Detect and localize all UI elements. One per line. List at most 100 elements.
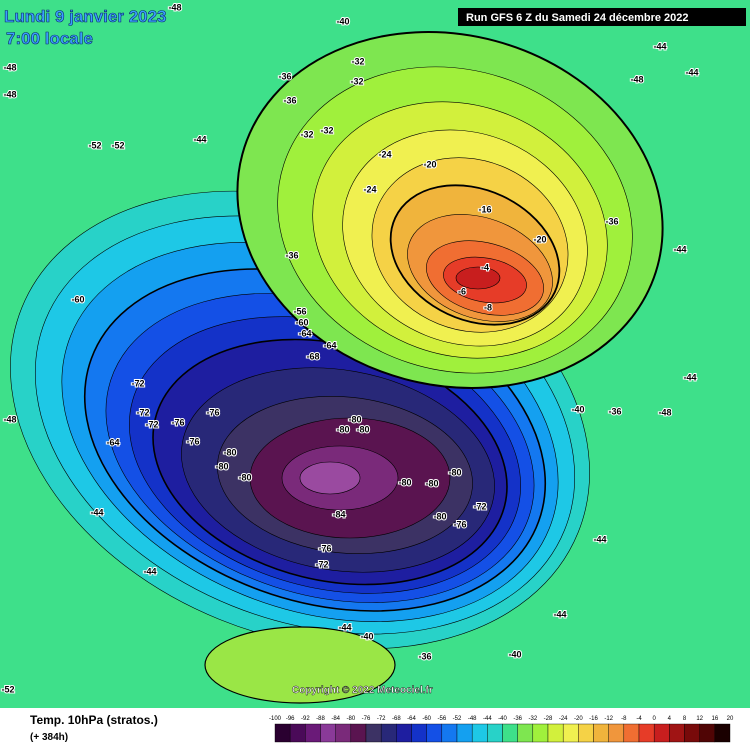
contour-label: -8: [484, 302, 492, 312]
contour-label: -72: [136, 407, 149, 417]
contour-label: -32: [320, 125, 333, 135]
contour-label: -44: [683, 372, 696, 382]
colorbar-swatch: [289, 723, 306, 743]
colorbar-swatch: [547, 723, 564, 743]
colorbar-tick-label: -80: [346, 716, 355, 722]
contour-label: -48: [3, 414, 16, 424]
contour-label: -80: [336, 424, 349, 434]
contour-label: -32: [351, 56, 364, 66]
contour-label: -60: [295, 317, 308, 327]
contour-label: -40: [571, 404, 584, 414]
colorbar: -100 -96 -92 -88 -84 -80 -76 -72 -68 -64 -60 -56 -52…: [269, 716, 734, 743]
contour-label: -68: [306, 351, 319, 361]
contour-label: -44: [673, 244, 686, 254]
colorbar-swatch: [380, 723, 397, 743]
contour-label: -72: [315, 559, 328, 569]
colorbar-swatch: [426, 723, 443, 743]
south-warm-area: [204, 626, 396, 704]
contour-label: -76: [186, 436, 199, 446]
colorbar-swatch: [441, 723, 458, 743]
contour-label: -40: [336, 16, 349, 26]
contour-label: -20: [533, 234, 546, 244]
map-time: 7:00 locale: [6, 29, 93, 48]
colorbar-tick-label: -48: [468, 716, 477, 722]
colorbar-tick-label: -76: [362, 716, 371, 722]
colorbar-swatch: [638, 723, 655, 743]
contour-label: -56: [293, 306, 306, 316]
colorbar-swatch: [320, 723, 336, 743]
colorbar-tick-label: -4: [636, 716, 642, 722]
colorbar-swatch: [562, 723, 579, 743]
contour-label: -4: [481, 262, 489, 272]
colorbar-swatch: [684, 723, 700, 743]
contour-label: -44: [653, 41, 666, 51]
colorbar-tick-label: -24: [559, 716, 568, 722]
colorbar-tick-label: -36: [513, 716, 522, 722]
contour-label: -36: [285, 250, 298, 260]
contour-label: -72: [473, 501, 486, 511]
contour-label: -60: [71, 294, 84, 304]
colorbar-swatch: [487, 723, 503, 743]
footer-lead: (+ 384h): [30, 732, 68, 743]
contour-label: -36: [283, 95, 296, 105]
warm-region: [236, 31, 664, 389]
colorbar-swatch: [411, 723, 427, 743]
colorbar-tick-label: -52: [453, 716, 462, 722]
map-date: Lundi 9 janvier 2023: [4, 7, 167, 26]
contour-label: -44: [193, 134, 206, 144]
colorbar-tick-label: -92: [301, 716, 310, 722]
colorbar-tick-label: -32: [528, 716, 537, 722]
colorbar-tick-label: -40: [498, 716, 507, 722]
contour-label: -36: [418, 651, 431, 661]
colorbar-tick-label: -28: [544, 716, 553, 722]
contour-label: -80: [238, 472, 251, 482]
contour-label: -48: [3, 89, 16, 99]
contour-label: -72: [131, 378, 144, 388]
colorbar-swatch: [335, 723, 352, 743]
contour-label: -84: [332, 509, 345, 519]
footer-title: Temp. 10hPa (stratos.): [30, 713, 158, 727]
contour-label: -44: [685, 67, 698, 77]
colorbar-swatch: [578, 723, 594, 743]
colorbar-tick-label: 12: [696, 716, 703, 722]
contour-label: -80: [448, 467, 461, 477]
colorbar-swatch: [471, 723, 488, 743]
contour-labels: -48 -48 -48 -52 -52 -44 -40 -36 -32 -32 -36 -32 -32 -…: [0, 1, 699, 695]
colorbar-swatch: [350, 723, 367, 743]
contour-label: -64: [298, 328, 311, 338]
colorbar-tick-label: 16: [711, 716, 718, 722]
contour-label: -80: [425, 478, 438, 488]
contour-label: -64: [323, 340, 336, 350]
colorbar-tick-label: 20: [727, 716, 734, 722]
contour-label: -48: [168, 2, 181, 12]
contour-label: -16: [478, 204, 491, 214]
colorbar-swatch: [714, 723, 731, 743]
colorbar-swatch: [699, 723, 716, 743]
contour-label: -52: [111, 140, 124, 150]
colorbar-tick-label: -56: [437, 716, 446, 722]
colorbar-tick-label: -16: [589, 716, 598, 722]
contour-label: -52: [1, 684, 14, 694]
contour-label: -80: [223, 447, 236, 457]
contour-label: -44: [338, 622, 351, 632]
colorbar-swatch: [623, 723, 640, 743]
colorbar-tick-label: -68: [392, 716, 401, 722]
contour-label: -48: [630, 74, 643, 84]
contour-label: -76: [453, 519, 466, 529]
contour-label: -36: [605, 216, 618, 226]
colorbar-swatch: [532, 723, 549, 743]
colorbar-swatch: [669, 723, 685, 743]
contour-label: -64: [106, 437, 119, 447]
colorbar-swatch: [305, 723, 321, 743]
colorbar-tick-label: -88: [316, 716, 325, 722]
contour-label: -76: [206, 407, 219, 417]
contour-label: -48: [3, 62, 16, 72]
colorbar-swatch: [517, 723, 534, 743]
run-box: [458, 8, 746, 26]
contour-label: -44: [593, 534, 606, 544]
colorbar-tick-label: 8: [683, 716, 687, 722]
contour-label: -36: [278, 71, 291, 81]
colorbar-tick-label: -8: [621, 716, 627, 722]
